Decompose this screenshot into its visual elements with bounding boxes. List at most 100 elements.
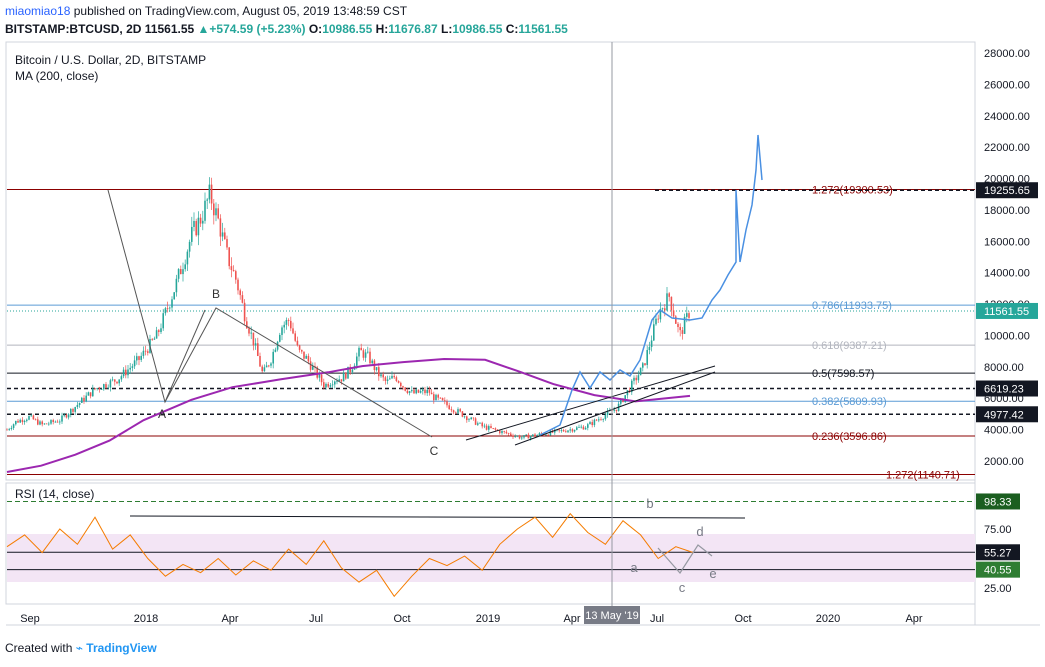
candle-body: [413, 390, 415, 394]
wave-label: B: [212, 287, 220, 301]
rsi-wave-label: a: [630, 560, 638, 575]
candle-body: [492, 428, 494, 429]
candle-body: [320, 374, 323, 383]
candle-body: [186, 251, 189, 265]
candle-body: [257, 343, 259, 357]
price-tick-label: 24000.00: [984, 111, 1030, 123]
close-value: 11561.55: [518, 22, 568, 36]
price-tick-label: 28000.00: [984, 48, 1030, 60]
candle-body: [195, 221, 197, 236]
candle-body: [545, 434, 547, 436]
candle-body: [290, 320, 292, 329]
candle-body: [661, 308, 664, 310]
candle-body: [518, 435, 521, 439]
candle-body: [272, 351, 274, 364]
trend-channel-lower: [514, 371, 716, 446]
time-tick-label: Apr: [221, 613, 238, 625]
price-badge: [976, 406, 1038, 423]
candle-body: [681, 330, 684, 334]
tradingview-brand[interactable]: TradingView: [86, 641, 157, 655]
candle-body: [395, 377, 398, 382]
candle-body: [191, 226, 193, 242]
candle-body: [226, 239, 228, 248]
candle-body: [26, 419, 28, 421]
candle-body: [138, 356, 140, 360]
candle-body: [32, 415, 35, 420]
candle-body: [160, 328, 162, 333]
candle-body: [122, 369, 125, 377]
candle-body: [164, 308, 167, 314]
candle-body: [63, 414, 65, 416]
candle-body: [250, 332, 252, 334]
candle-body: [688, 313, 690, 318]
rsi-wave-label: b: [646, 496, 653, 511]
candle-body: [653, 324, 655, 341]
price-badge: [976, 182, 1038, 199]
candle-body: [39, 421, 41, 425]
candle-body: [8, 428, 10, 430]
candle-body: [199, 217, 202, 224]
candle-body: [72, 408, 74, 412]
tradingview-logo-icon[interactable]: ⌁: [75, 641, 83, 655]
candle-body: [538, 433, 541, 435]
candle-body: [140, 355, 142, 360]
time-tick-label: Oct: [393, 613, 410, 625]
candle-body: [584, 427, 587, 430]
created-with-text: Created with: [5, 641, 73, 655]
price-axis[interactable]: 28000.0026000.0024000.0022000.0020000.00…: [976, 48, 1038, 595]
candle-body: [329, 385, 332, 387]
candle-body: [21, 419, 24, 423]
candle-body: [600, 419, 602, 421]
candle-body: [624, 395, 626, 402]
candle-body: [477, 423, 479, 425]
candle-body: [490, 426, 492, 429]
candle-body: [292, 328, 294, 334]
candle-body: [309, 361, 312, 370]
ma-legend: MA (200, close): [15, 69, 98, 83]
candle-body: [598, 419, 600, 421]
candle-body: [569, 429, 571, 431]
candle-body: [23, 420, 26, 423]
price-tick-label: 26000.00: [984, 79, 1030, 91]
candle-body: [215, 208, 217, 216]
candle-body: [48, 423, 50, 425]
candle-body: [384, 377, 387, 381]
candle-body: [243, 302, 246, 322]
crosshair-date-badge: [584, 606, 640, 624]
time-axis[interactable]: Sep 2018 Apr Jul Oct 2019 Apr 13 May '19 Jul Oct 2…: [20, 42, 923, 625]
candle-body: [626, 390, 629, 396]
candle-body: [125, 369, 127, 376]
candle-body: [158, 330, 160, 333]
wave-label: C: [430, 444, 439, 458]
price-tick-label: 14000.00: [984, 268, 1030, 280]
candle-body: [265, 365, 268, 368]
candle-body: [576, 427, 578, 430]
rsi-wave-label: d: [696, 524, 703, 539]
candle-body: [404, 387, 406, 391]
candle-body: [210, 184, 213, 204]
candle-body: [686, 313, 688, 317]
candle-body: [81, 397, 83, 403]
candle-body: [375, 367, 378, 371]
candle-body: [336, 381, 338, 382]
candle-body: [351, 369, 354, 373]
author-link[interactable]: miaomiao18: [5, 4, 71, 18]
candle-body: [613, 409, 615, 411]
candle-body: [83, 397, 85, 402]
candle-body: [342, 372, 345, 382]
candle-body: [677, 323, 679, 328]
wave-line-segment: [164, 309, 206, 403]
candle-body: [312, 366, 314, 370]
candle-body: [406, 390, 409, 393]
candle-body: [316, 367, 318, 378]
candle-body: [252, 332, 255, 346]
candle-body: [455, 412, 457, 414]
price-badge: [976, 380, 1038, 397]
candle-body: [426, 389, 428, 394]
rsi-badge: [976, 561, 1020, 578]
rsi-projection-path: [657, 544, 713, 574]
candle-body: [98, 388, 101, 390]
price-tick-label: 2000.00: [984, 456, 1024, 468]
candle-body: [230, 266, 233, 271]
